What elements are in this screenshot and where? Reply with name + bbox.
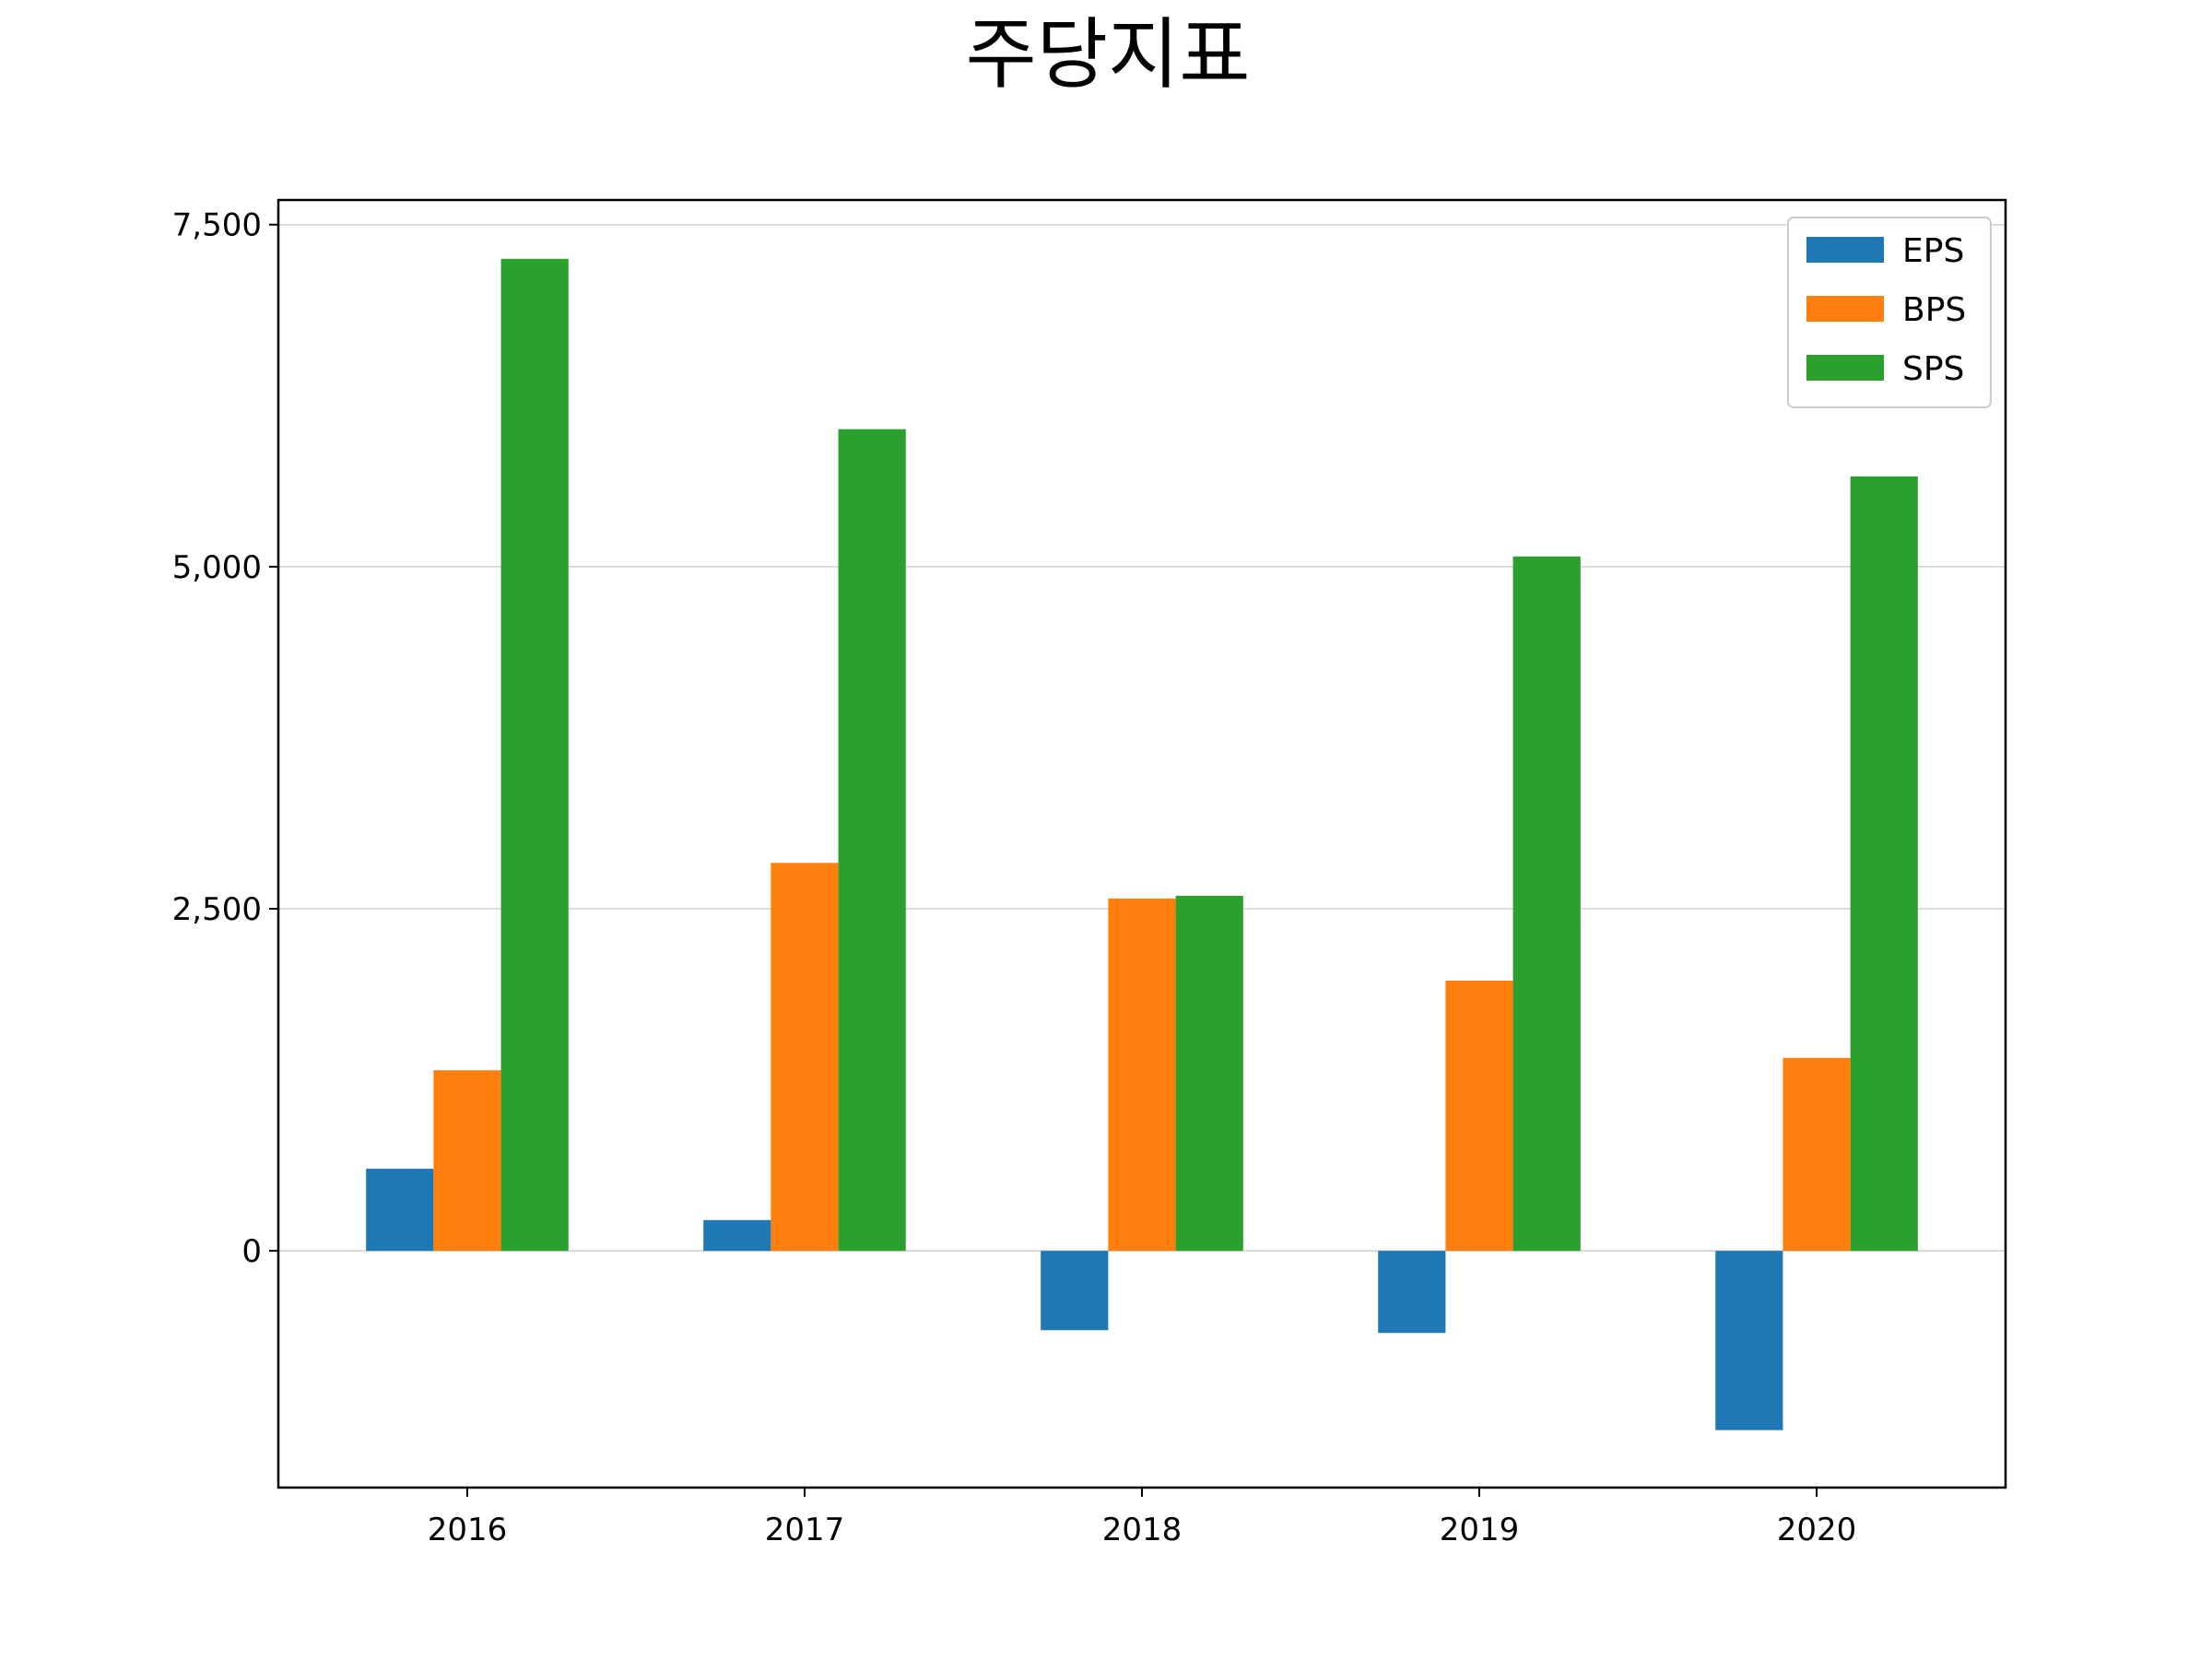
bar-sps-2018 bbox=[1175, 895, 1243, 1252]
bar-sps-2017 bbox=[838, 429, 906, 1252]
bar-bps-2018 bbox=[1108, 898, 1176, 1252]
bar-sps-2019 bbox=[1512, 556, 1581, 1252]
bar-eps-2016 bbox=[366, 1169, 434, 1252]
bar-bps-2017 bbox=[771, 863, 839, 1252]
x-tick-label: 2019 bbox=[1440, 1512, 1520, 1548]
bar-eps-2018 bbox=[1041, 1251, 1109, 1331]
y-tick-label: 5,000 bbox=[172, 549, 262, 586]
chart-title: 주당지표 bbox=[965, 9, 1250, 100]
legend: EPS BPS SPS bbox=[1787, 217, 1992, 408]
bar-sps-2016 bbox=[500, 258, 569, 1252]
legend-label-bps: BPS bbox=[1902, 291, 1966, 329]
x-tick-label: 2016 bbox=[428, 1512, 508, 1548]
bar-eps-2017 bbox=[703, 1219, 771, 1252]
legend-swatch-sps bbox=[1806, 355, 1884, 381]
axes: 0 2,500 5,000 7,500 2016 2017 2018 2019 2020 bbox=[172, 198, 2007, 1548]
bar-sps-2020 bbox=[1850, 476, 1918, 1252]
y-tick-label: 2,500 bbox=[172, 891, 262, 928]
legend-label-sps: SPS bbox=[1902, 350, 1964, 388]
bar-eps-2020 bbox=[1715, 1251, 1783, 1430]
x-tick-label: 2018 bbox=[1102, 1512, 1182, 1548]
bar-bps-2020 bbox=[1783, 1057, 1851, 1252]
legend-label-eps: EPS bbox=[1902, 232, 1964, 270]
bars bbox=[366, 258, 1918, 1430]
legend-swatch-eps bbox=[1806, 237, 1884, 263]
y-tick-label: 0 bbox=[241, 1233, 262, 1270]
bar-bps-2016 bbox=[433, 1070, 501, 1252]
x-tick-label: 2020 bbox=[1777, 1512, 1857, 1548]
y-tick-label: 7,500 bbox=[172, 207, 262, 244]
bar-bps-2019 bbox=[1445, 980, 1513, 1252]
x-tick-label: 2017 bbox=[765, 1512, 845, 1548]
legend-swatch-bps bbox=[1806, 296, 1884, 322]
bar-eps-2019 bbox=[1378, 1251, 1446, 1334]
